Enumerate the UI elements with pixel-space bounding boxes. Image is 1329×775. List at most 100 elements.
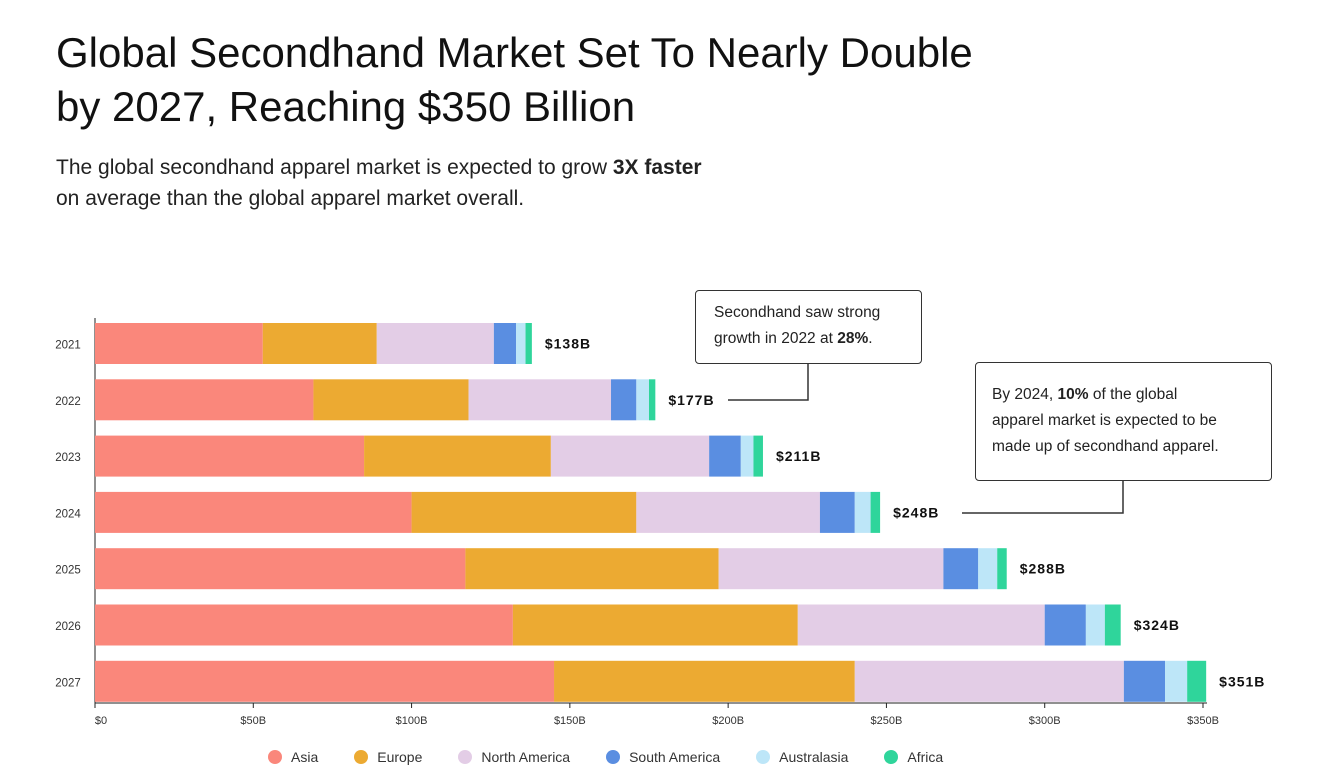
bar-2025-asia (95, 548, 466, 590)
total-label-2025: $288B (1020, 561, 1066, 577)
legend-item-europe: Europe (354, 749, 422, 765)
chart-subtitle: The global secondhand apparel market is … (56, 152, 956, 214)
legend-swatch-asia (268, 750, 282, 764)
legend: Asia Europe North America South America Aust… (268, 749, 979, 765)
bar-2021-australasia (516, 323, 526, 364)
y-tick-label-2021: 2021 (55, 340, 81, 352)
bar-2026-europe (512, 604, 798, 646)
bar-2026-australasia (1085, 604, 1105, 646)
bar-2023-asia (95, 435, 365, 477)
legend-item-australasia: Australasia (756, 749, 848, 765)
total-label-2023: $211B (776, 448, 821, 464)
bar-2021-south-america (493, 323, 517, 364)
total-label-2024: $248B (893, 504, 939, 520)
bar-2022-australasia (636, 379, 649, 421)
bar-2023-europe (364, 435, 551, 477)
x-tick-label-50: $50B (240, 715, 266, 727)
subtitle-text-1: The global secondhand apparel market is … (56, 156, 613, 179)
bar-2024-asia (95, 491, 412, 533)
bar-2023-africa (753, 435, 763, 477)
callout-2024-bold: 10% (1057, 386, 1089, 403)
callout-2024-leader (962, 481, 1124, 514)
legend-swatch-australasia (756, 750, 771, 764)
y-tick-label-2022: 2022 (55, 396, 81, 408)
legend-swatch-south-america (606, 750, 621, 764)
x-tick-label-350: $350B (1187, 715, 1219, 727)
bar-2027-africa (1187, 660, 1207, 702)
y-tick-label-2027: 2027 (55, 677, 81, 689)
callout-2022: Secondhand saw strong growth in 2022 at … (695, 290, 922, 364)
legend-swatch-north-america (458, 750, 473, 764)
callout-2024-line2: apparel market is expected to be (992, 412, 1217, 429)
x-tick-label-0: $0 (95, 715, 107, 727)
bar-2024-africa (870, 491, 881, 533)
subtitle-emphasis: 3X faster (612, 156, 702, 179)
callout-2024-line3: made up of secondhand apparel. (992, 438, 1219, 455)
bar-2022-africa (649, 379, 656, 421)
y-tick-label-2024: 2024 (55, 508, 81, 520)
bar-2024-europe (411, 491, 637, 533)
bar-2027-south-america (1123, 660, 1166, 702)
bar-2025-africa (997, 548, 1007, 590)
title-line-2: by 2027, Reaching $350 Billion (56, 83, 636, 130)
bar-2023-north-america (550, 435, 710, 477)
y-tick-label-2023: 2023 (55, 452, 81, 464)
legend-item-north-america: North America (458, 749, 570, 765)
legend-label-asia: Asia (291, 749, 319, 765)
legend-swatch-europe (354, 750, 369, 764)
total-label-2026: $324B (1134, 617, 1180, 633)
bar-2023-south-america (709, 435, 741, 477)
bar-2025-australasia (978, 548, 998, 590)
bar-2022-south-america (611, 379, 637, 421)
bar-2026-north-america (797, 604, 1045, 646)
legend-label-australasia: Australasia (779, 749, 849, 765)
bar-2026-asia (95, 604, 513, 646)
bar-2027-asia (95, 660, 555, 702)
bar-2025-south-america (943, 548, 979, 590)
bar-2022-europe (313, 379, 469, 421)
callout-2022-leader (728, 364, 809, 401)
total-label-2021: $138B (545, 336, 591, 352)
bar-2025-north-america (718, 548, 944, 590)
bar-2021-north-america (376, 323, 494, 364)
callout-2024-text1: By 2024, (992, 386, 1058, 403)
legend-item-asia: Asia (268, 749, 318, 765)
x-tick-label-200: $200B (712, 715, 744, 727)
bar-2023-australasia (740, 435, 754, 477)
total-label-2027: $351B (1219, 673, 1265, 689)
x-tick-label-300: $300B (1029, 715, 1061, 727)
total-label-2022: $177B (668, 392, 714, 408)
callout-2022-bold: 28% (837, 330, 869, 347)
legend-label-africa: Africa (907, 749, 944, 765)
callout-2024: By 2024, 10% of the global apparel marke… (975, 362, 1272, 481)
bar-2021-africa (525, 323, 532, 364)
bar-2026-south-america (1044, 604, 1086, 646)
bar-2024-south-america (819, 491, 855, 533)
x-tick-label-150: $150B (554, 715, 586, 727)
bar-2027-europe (554, 660, 855, 702)
bar-2021-europe (262, 323, 377, 364)
bar-2026-africa (1104, 604, 1121, 646)
legend-item-south-america: South America (606, 749, 720, 765)
chart-title: Global Secondhand Market Set To Nearly D… (56, 26, 1156, 134)
x-tick-label-250: $250B (871, 715, 903, 727)
legend-label-north-america: North America (481, 749, 571, 765)
callout-2022-period: . (868, 330, 873, 347)
callout-2024-text2: of the global (1088, 386, 1178, 403)
legend-item-africa: Africa (884, 749, 943, 765)
bar-2024-australasia (854, 491, 871, 533)
legend-swatch-africa (884, 750, 899, 764)
x-tick-label-100: $100B (396, 715, 428, 727)
callout-2022-line1: Secondhand saw strong (714, 304, 881, 321)
bar-2022-asia (95, 379, 314, 421)
bar-2021-asia (95, 323, 263, 364)
y-tick-label-2025: 2025 (55, 565, 81, 577)
legend-label-south-america: South America (629, 749, 721, 765)
bar-2022-north-america (468, 379, 612, 421)
legend-label-europe: Europe (377, 749, 423, 765)
y-tick-label-2026: 2026 (55, 621, 81, 633)
title-line-1: Global Secondhand Market Set To Nearly D… (56, 29, 973, 76)
bar-2024-north-america (636, 491, 820, 533)
subtitle-text-2: on average than the global apparel marke… (56, 187, 525, 210)
